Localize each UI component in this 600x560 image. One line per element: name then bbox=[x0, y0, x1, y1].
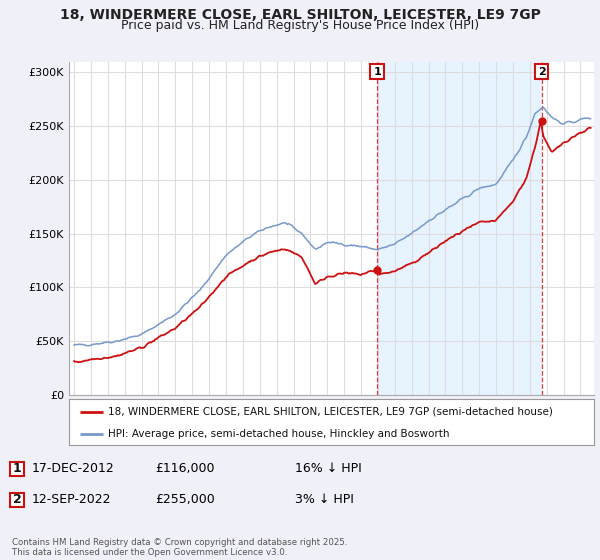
Text: 2: 2 bbox=[13, 493, 22, 506]
Bar bbox=[377, 62, 542, 395]
Text: 2: 2 bbox=[538, 67, 545, 77]
Text: 17-DEC-2012: 17-DEC-2012 bbox=[32, 463, 115, 475]
Text: Contains HM Land Registry data © Crown copyright and database right 2025.
This d: Contains HM Land Registry data © Crown c… bbox=[12, 538, 347, 557]
Text: £255,000: £255,000 bbox=[155, 493, 215, 506]
Text: £116,000: £116,000 bbox=[155, 463, 215, 475]
Text: 18, WINDERMERE CLOSE, EARL SHILTON, LEICESTER, LE9 7GP (semi-detached house): 18, WINDERMERE CLOSE, EARL SHILTON, LEIC… bbox=[109, 407, 553, 417]
Text: 1: 1 bbox=[373, 67, 381, 77]
Text: 16% ↓ HPI: 16% ↓ HPI bbox=[295, 463, 362, 475]
Text: Price paid vs. HM Land Registry's House Price Index (HPI): Price paid vs. HM Land Registry's House … bbox=[121, 19, 479, 32]
FancyBboxPatch shape bbox=[10, 493, 24, 507]
Text: HPI: Average price, semi-detached house, Hinckley and Bosworth: HPI: Average price, semi-detached house,… bbox=[109, 429, 450, 438]
Text: 3% ↓ HPI: 3% ↓ HPI bbox=[295, 493, 354, 506]
Text: 1: 1 bbox=[13, 463, 22, 475]
Text: 12-SEP-2022: 12-SEP-2022 bbox=[32, 493, 112, 506]
Text: 18, WINDERMERE CLOSE, EARL SHILTON, LEICESTER, LE9 7GP: 18, WINDERMERE CLOSE, EARL SHILTON, LEIC… bbox=[59, 8, 541, 22]
FancyBboxPatch shape bbox=[10, 462, 24, 476]
